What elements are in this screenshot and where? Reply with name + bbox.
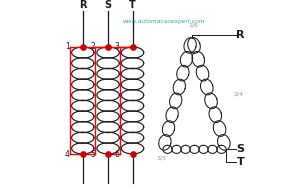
Text: S: S (104, 0, 112, 10)
Text: T: T (236, 157, 244, 166)
Text: 1/6: 1/6 (189, 22, 199, 27)
Text: T: T (129, 0, 136, 10)
Text: R: R (79, 0, 86, 10)
Text: 2/4: 2/4 (234, 91, 244, 96)
Text: S: S (236, 144, 244, 154)
Text: 5: 5 (90, 150, 95, 159)
Text: 3: 3 (115, 42, 120, 51)
Text: 3/5: 3/5 (156, 155, 166, 161)
Text: 6: 6 (115, 150, 120, 159)
Text: 1: 1 (65, 42, 70, 51)
Text: 4: 4 (65, 150, 70, 159)
Text: www.automacaoexpert.com: www.automacaoexpert.com (123, 19, 206, 24)
Text: R: R (236, 30, 245, 40)
Text: 2: 2 (90, 42, 95, 51)
